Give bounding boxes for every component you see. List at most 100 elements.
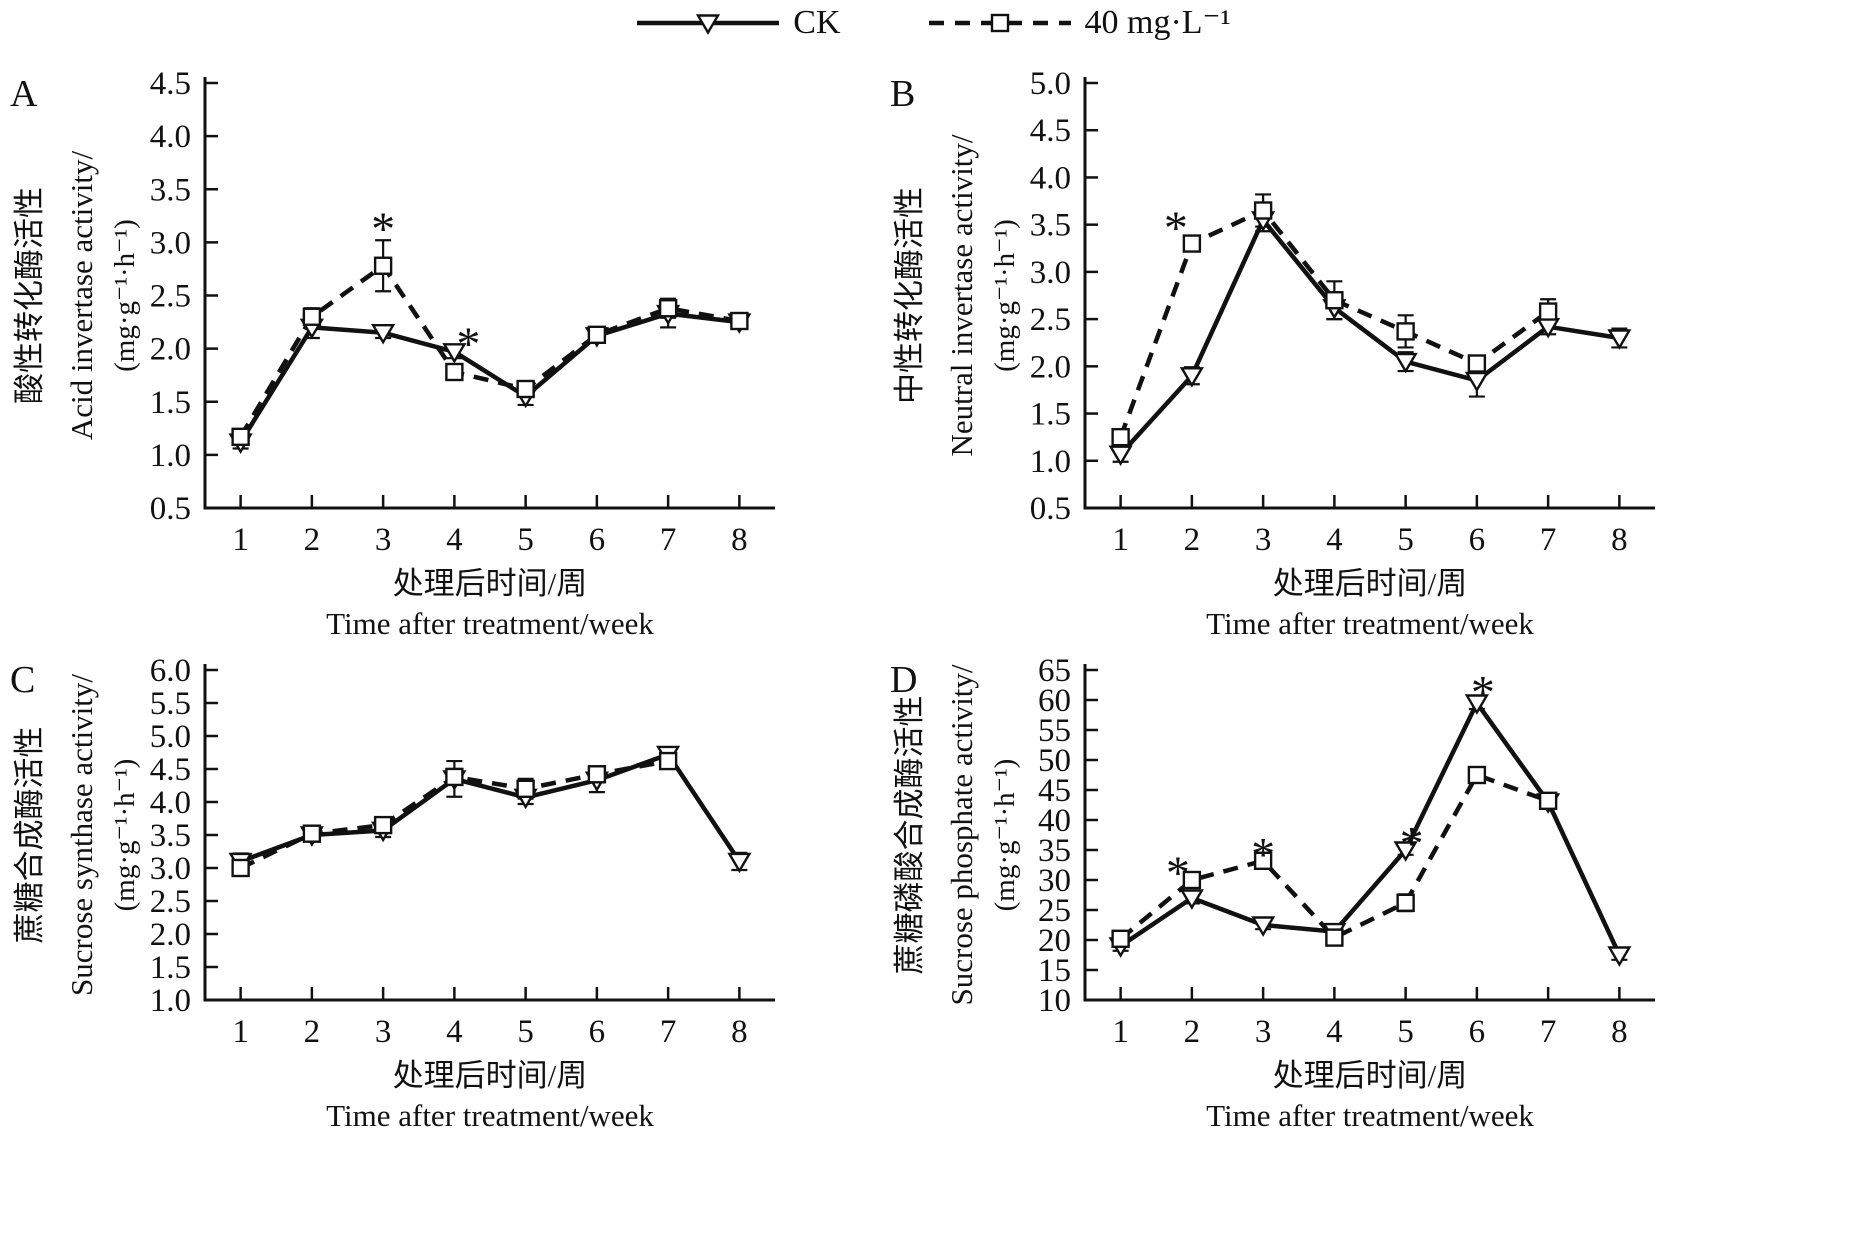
x-tick-label: 6: [589, 1014, 606, 1050]
x-axis-title-en: Time after treatment/week: [1206, 606, 1534, 641]
marker-square: [587, 325, 607, 345]
x-tick-label: 8: [731, 522, 748, 558]
x-axis-title-zh: 处理后时间/周: [393, 1058, 588, 1093]
marker-triangle-down: [1607, 946, 1632, 967]
x-axis-title-zh: 处理后时间/周: [1273, 566, 1468, 601]
legend-label-treatment: 40 mg·L⁻¹: [1084, 4, 1231, 41]
series-line-ck: [239, 752, 742, 864]
y-tick-label: 1.5: [150, 950, 191, 986]
y-tick-label: 5.0: [150, 719, 191, 755]
x-tick-label: 3: [375, 522, 392, 558]
y-tick-label: 4.0: [150, 785, 191, 821]
significance-asterisk: *: [456, 318, 480, 371]
y-axis-label-zh: 中性转化酶活性: [892, 187, 927, 404]
x-tick-label: 1: [232, 1014, 249, 1050]
x-tick-label: 7: [660, 522, 677, 558]
marker-square: [1253, 851, 1273, 871]
x-tick-label: 5: [517, 1014, 534, 1050]
x-tick-label: 4: [1326, 522, 1343, 558]
x-tick-label: 5: [517, 522, 534, 558]
panel-letter: D: [890, 659, 917, 701]
y-axis-label-zh: 蔗糖合成酶活性: [12, 727, 47, 944]
y-tick-label: 50: [1038, 743, 1071, 779]
x-axis-title-zh: 处理后时间/周: [1273, 1058, 1468, 1093]
marker-square: [302, 824, 322, 843]
y-tick-label: 45: [1038, 773, 1071, 809]
marker-square: [1182, 870, 1202, 890]
marker-triangle-down: [727, 852, 752, 874]
marker-square: [1182, 234, 1202, 253]
marker-triangle-down: [1607, 329, 1632, 350]
y-axis-label-zh: 蔗糖磷酸合成酶活性: [892, 696, 927, 975]
marker-square: [231, 427, 250, 447]
marker-triangle-down: [1393, 841, 1418, 862]
x-tick-label: 6: [1469, 522, 1486, 558]
y-axis-label-en: Neutral invertase activity/: [944, 134, 979, 456]
x-tick-label: 5: [1397, 1014, 1414, 1050]
y-tick-label: 2.0: [150, 332, 191, 368]
panel-C-chart: C 1.01.52.02.53.03.54.04.55.05.56.0 1 2 3 4 5 6…: [10, 653, 775, 1133]
x-tick-label: 8: [731, 1014, 748, 1050]
y-tick-label: 1.0: [1030, 444, 1071, 480]
y-axis-label-en: Sucrose synthase activity/: [64, 674, 99, 996]
y-tick-label: 2.0: [150, 917, 191, 953]
significance-asterisk: *: [1251, 828, 1275, 881]
y-tick-label: 0.5: [150, 491, 191, 527]
series-line-ck: [1119, 700, 1622, 956]
y-tick-label: 1.5: [150, 385, 191, 421]
significance-asterisk: *: [1164, 202, 1188, 255]
marker-square: [658, 751, 678, 771]
marker-triangle-down: [442, 343, 467, 364]
legend-swatch-ck-line: [637, 14, 780, 35]
x-axis-title-en: Time after treatment/week: [326, 606, 654, 641]
x-tick-label: 6: [1469, 1014, 1486, 1050]
y-tick-label: 5.0: [1030, 66, 1071, 102]
series-line-ck: [238, 311, 740, 444]
y-tick-label: 3.0: [150, 225, 191, 261]
marker-triangle-down: [1179, 367, 1204, 388]
legend-item-ck: CK: [633, 6, 841, 40]
marker-square: [1111, 427, 1130, 447]
y-tick-label: 3.5: [150, 818, 191, 854]
marker-square: [1111, 929, 1130, 948]
significance-asterisk: *: [1471, 666, 1495, 719]
marker-square: [1396, 322, 1415, 341]
x-tick-label: 1: [1112, 1014, 1129, 1050]
y-tick-label: 20: [1038, 923, 1071, 959]
x-axis-title-en: Time after treatment/week: [326, 1098, 654, 1133]
marker-triangle-down: [1179, 889, 1204, 910]
y-tick-label: 4.5: [1030, 113, 1071, 149]
marker-square: [658, 299, 678, 318]
marker-triangle-down: [1108, 445, 1133, 467]
y-axis-label-en: Sucrose phosphate activity/: [944, 664, 979, 1005]
x-tick-label: 4: [446, 1014, 463, 1050]
x-tick-label: 8: [1611, 1014, 1628, 1050]
x-tick-label: 7: [1540, 1014, 1557, 1050]
y-tick-label: 5.5: [150, 686, 191, 722]
marker-square: [990, 13, 1009, 33]
y-tick-label: 2.5: [1030, 302, 1071, 338]
y-tick-label: 1.0: [150, 438, 191, 474]
y-axis-label-zh: 酸性转化酶活性: [12, 187, 47, 404]
x-tick-label: 1: [1112, 522, 1129, 558]
x-tick-label: 3: [375, 1014, 392, 1050]
marker-square: [1325, 928, 1344, 947]
marker-square: [1396, 893, 1415, 913]
y-tick-label: 40: [1038, 803, 1071, 839]
significance-asterisk: *: [371, 203, 395, 256]
legend-swatch-treatment-line: [928, 13, 1071, 33]
y-tick-label: 15: [1038, 953, 1071, 989]
y-tick-label: 3.5: [150, 172, 191, 208]
marker-square: [445, 362, 464, 382]
x-tick-label: 4: [1326, 1014, 1343, 1050]
marker-square: [1538, 302, 1558, 321]
y-tick-label: 4.5: [150, 752, 191, 788]
series-line-ck: [1118, 217, 1620, 456]
y-tick-label: 1.5: [1030, 397, 1071, 433]
y-tick-label: 10: [1038, 983, 1071, 1019]
y-tick-label: 3.0: [1030, 255, 1071, 291]
marker-triangle-down: [1464, 694, 1489, 715]
legend-item-treatment: 40 mg·L⁻¹: [925, 6, 1231, 40]
